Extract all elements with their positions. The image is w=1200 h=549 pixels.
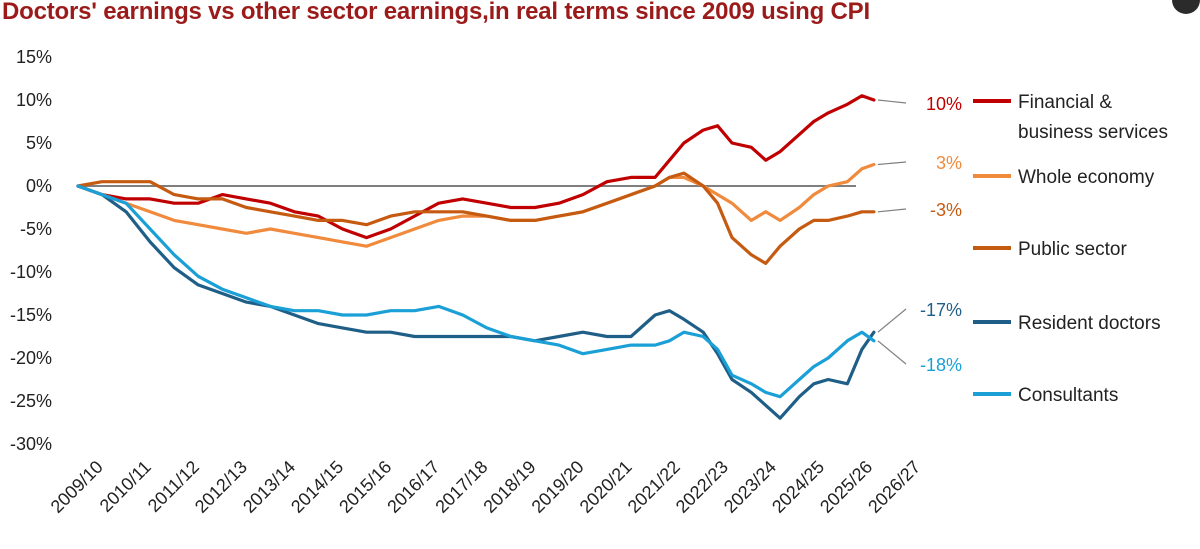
end-label-leader	[877, 161, 907, 166]
x-axis: 2009/102010/112011/122012/132013/142014/…	[47, 457, 925, 517]
series-line-public-sector	[76, 171, 876, 265]
y-tick-label: 15%	[16, 47, 52, 67]
y-tick-label: -5%	[20, 219, 52, 239]
end-labels: 10% 3% -3% -17% -18%	[920, 94, 962, 375]
y-tick-label: -30%	[10, 434, 52, 454]
series-line-resident-doctors	[76, 184, 876, 420]
y-tick-label: -10%	[10, 262, 52, 282]
end-label-leader	[877, 208, 907, 213]
x-tick-label: 2023/24	[720, 457, 780, 517]
legend-item: Public sector	[973, 239, 1127, 260]
x-tick-label: 2009/10	[47, 457, 107, 517]
end-label: -18%	[920, 355, 962, 375]
y-tick-label: -15%	[10, 305, 52, 325]
x-tick-label: 2017/18	[431, 457, 491, 517]
x-tick-label: 2015/16	[335, 457, 395, 517]
x-tick-label: 2012/13	[191, 457, 251, 517]
end-label-leaders	[877, 99, 907, 365]
legend-item: Consultants	[973, 385, 1118, 406]
x-tick-label: 2026/27	[864, 457, 924, 517]
legend-item: Resident doctors	[973, 313, 1161, 334]
x-tick-label: 2014/15	[287, 457, 347, 517]
series-line-financial-business-services	[76, 94, 876, 240]
series-layer	[76, 94, 876, 420]
legend-label: Whole economy	[1018, 167, 1155, 188]
legend-label: business services	[1018, 122, 1168, 143]
y-tick-label: 10%	[16, 90, 52, 110]
corner-button-icon	[1172, 0, 1200, 14]
x-tick-label: 2024/25	[768, 457, 828, 517]
x-tick-label: 2021/22	[624, 457, 684, 517]
x-tick-label: 2018/19	[479, 457, 539, 517]
x-tick-label: 2025/26	[816, 457, 876, 517]
legend-label: Financial &	[1018, 92, 1112, 113]
end-label-leader	[877, 340, 907, 365]
y-tick-label: -25%	[10, 391, 52, 411]
legend-label: Resident doctors	[1018, 313, 1161, 334]
end-label: 3%	[936, 153, 962, 173]
end-label-leader	[877, 308, 907, 333]
legend-label: Consultants	[1018, 385, 1118, 406]
chart-title: Doctors' earnings vs other sector earnin…	[2, 0, 870, 25]
x-tick-label: 2016/17	[383, 457, 443, 517]
y-tick-label: 0%	[26, 176, 52, 196]
y-axis: 15% 10% 5% 0% -5% -10% -15% -20% -25% -30%	[10, 47, 52, 454]
end-label: -3%	[930, 200, 962, 220]
end-label: -17%	[920, 300, 962, 320]
end-label: 10%	[926, 94, 962, 114]
y-tick-label: -20%	[10, 348, 52, 368]
x-tick-label: 2019/20	[528, 457, 588, 517]
legend-item: Whole economy	[973, 167, 1155, 188]
series-line-consultants	[76, 184, 876, 399]
legend: Financial & business services Whole econom…	[973, 92, 1168, 406]
series-line-whole-economy	[76, 162, 876, 248]
legend-item: Financial & business services	[973, 92, 1168, 143]
y-tick-label: 5%	[26, 133, 52, 153]
x-tick-label: 2020/21	[576, 457, 636, 517]
x-tick-label: 2022/23	[672, 457, 732, 517]
x-tick-label: 2013/14	[239, 457, 299, 517]
end-label-leader	[877, 99, 907, 104]
x-tick-label: 2010/11	[96, 457, 155, 516]
legend-label: Public sector	[1018, 239, 1127, 260]
